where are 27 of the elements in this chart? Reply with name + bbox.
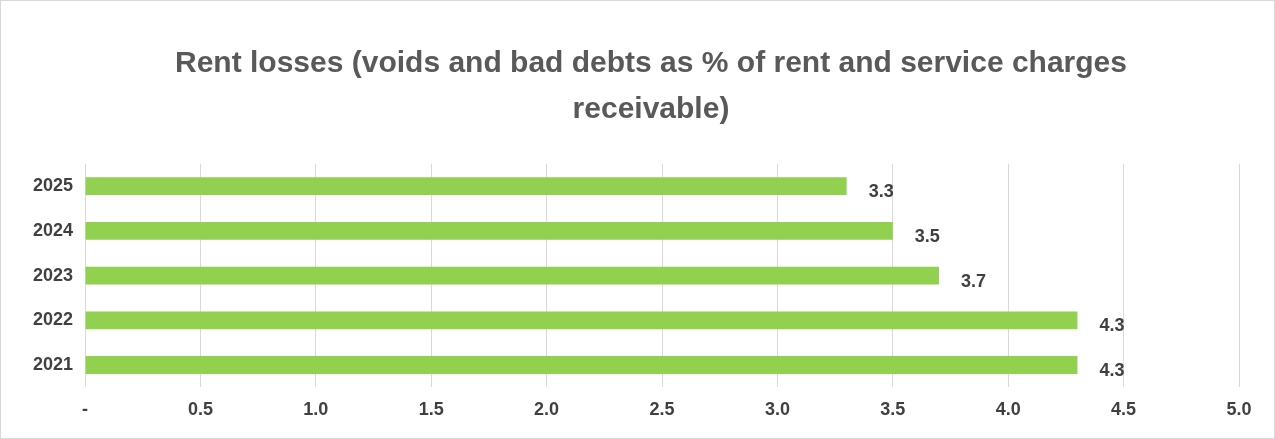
x-tick-label: 4.5 [1111, 399, 1137, 420]
x-tick-label: 2.5 [649, 399, 675, 420]
bar [85, 266, 939, 285]
data-label: 4.3 [1099, 360, 1125, 381]
bar [85, 177, 847, 196]
bar [85, 356, 1078, 374]
chart-title: Rent losses (voids and bad debts as % of rent and service charges receivable) [174, 44, 1128, 126]
bar [85, 221, 893, 240]
x-tick-label: 0.5 [187, 399, 213, 420]
x-tick-label: 1.0 [303, 399, 329, 420]
y-tick-label: 2025 [33, 175, 74, 196]
x-tick-label: 5.0 [1226, 399, 1252, 420]
y-tick-label: 2021 [33, 354, 74, 375]
x-tick-label: 3.0 [764, 399, 790, 420]
x-tick-label: - [82, 399, 89, 420]
y-tick-label: 2022 [33, 309, 74, 330]
x-tick-label: 4.0 [995, 399, 1021, 420]
x-tick-label: 3.5 [880, 399, 906, 420]
data-label: 3.5 [914, 225, 940, 246]
data-label: 3.3 [868, 181, 894, 202]
y-tick-label: 2023 [33, 264, 74, 285]
y-tick-label: 2024 [33, 219, 74, 240]
data-label: 4.3 [1099, 315, 1125, 336]
bar [85, 311, 1078, 330]
x-tick-label: 2.0 [534, 399, 560, 420]
x-tick-label: 1.5 [418, 399, 444, 420]
data-label: 3.7 [960, 270, 986, 291]
